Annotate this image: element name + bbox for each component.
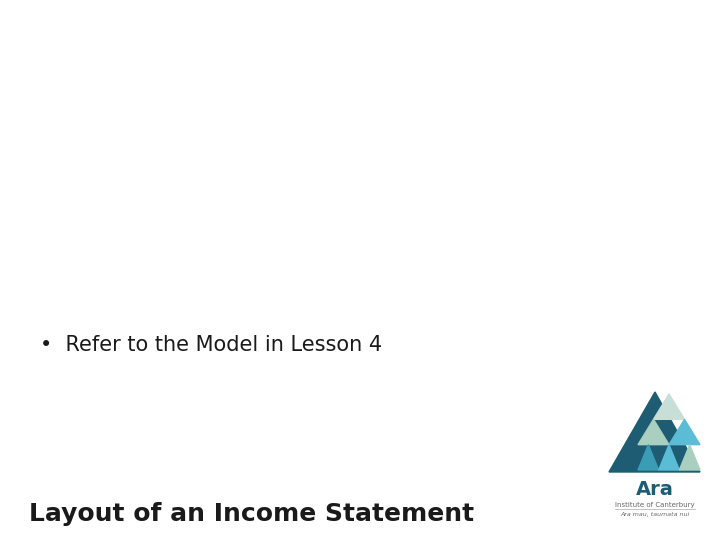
Polygon shape [669,420,700,444]
Text: Institute of Canterbury: Institute of Canterbury [615,502,695,508]
Text: Layout of an Income Statement: Layout of an Income Statement [29,502,474,526]
Polygon shape [638,420,669,444]
Polygon shape [680,444,700,470]
Polygon shape [638,444,659,470]
Polygon shape [659,444,680,470]
Polygon shape [609,392,700,472]
Polygon shape [654,394,685,420]
Text: Ara: Ara [636,480,674,499]
Text: Ara mau, taumata nui: Ara mau, taumata nui [621,512,690,517]
Text: •  Refer to the Model in Lesson 4: • Refer to the Model in Lesson 4 [40,335,382,355]
